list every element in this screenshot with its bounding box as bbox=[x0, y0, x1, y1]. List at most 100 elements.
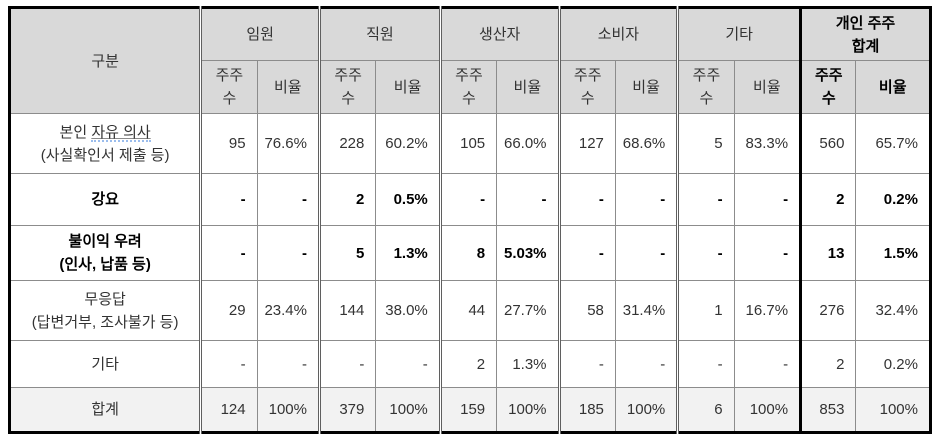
data-cell: 5.03% bbox=[496, 225, 560, 281]
data-cell: 100% bbox=[855, 387, 931, 433]
row-label-line: (사실확인서 제출 등) bbox=[15, 144, 195, 167]
data-cell: 0.2% bbox=[855, 340, 931, 388]
label-text: 불이익 우려 bbox=[68, 233, 142, 250]
data-cell: - bbox=[438, 173, 498, 226]
header-group-row: 구분 임원 직원 생산자 소비자 기타 개인 주주 합계 bbox=[8, 7, 931, 114]
data-cell: 66.0% bbox=[496, 113, 560, 174]
data-cell: - bbox=[676, 340, 735, 388]
data-cell: 127 bbox=[557, 113, 616, 174]
data-cell: - bbox=[733, 340, 802, 388]
data-cell: 100% bbox=[614, 387, 679, 433]
column-header-count: 주주 수 bbox=[557, 60, 616, 114]
column-header-ratio: 비율 bbox=[256, 60, 321, 114]
column-header-ratio: 비율 bbox=[855, 60, 931, 114]
data-cell: 144 bbox=[317, 280, 377, 341]
data-cell: 853 bbox=[799, 387, 857, 433]
row-label-line: 합계 bbox=[15, 398, 195, 421]
label-text: 합계 bbox=[91, 401, 119, 418]
data-cell: 6 bbox=[676, 387, 735, 433]
data-cell: - bbox=[557, 225, 616, 281]
label-text: 기타 bbox=[91, 355, 119, 373]
data-cell: 1.3% bbox=[496, 340, 560, 388]
data-cell: - bbox=[199, 173, 258, 226]
data-cell: 2 bbox=[799, 340, 857, 388]
table-row: 무응답 (답변거부, 조사불가 등) 29 23.4% 144 38.0% 44 27.7% 5… bbox=[8, 280, 931, 341]
data-cell: 95 bbox=[199, 113, 258, 174]
column-header-ratio: 비율 bbox=[375, 60, 441, 114]
label-text: 무응답 bbox=[84, 290, 126, 308]
data-cell: 65.7% bbox=[855, 113, 931, 174]
row-label: 불이익 우려 (인사, 납품 등) bbox=[8, 225, 202, 281]
data-cell: - bbox=[614, 225, 679, 281]
data-cell: 1.5% bbox=[855, 225, 931, 281]
column-header-count: 주주 수 bbox=[317, 60, 377, 114]
data-cell: 23.4% bbox=[256, 280, 321, 341]
data-cell: 100% bbox=[733, 387, 802, 433]
label-text: (답변거부, 조사불가 등) bbox=[31, 313, 179, 331]
column-header-category: 구분 bbox=[8, 7, 202, 114]
data-cell: - bbox=[375, 340, 441, 388]
table-row: 기타 - - - -2 1.3% - - - -2 0.2% bbox=[8, 340, 931, 388]
table-row: 불이익 우려 (인사, 납품 등) - -5 1.3% 8 5.03% - - - -13 1.5% bbox=[8, 225, 931, 281]
data-cell: 100% bbox=[375, 387, 441, 433]
column-header-ratio: 비율 bbox=[614, 60, 679, 114]
data-cell: 38.0% bbox=[375, 280, 441, 341]
table-header: 구분 임원 직원 생산자 소비자 기타 개인 주주 합계 주주 수 비율 주주 … bbox=[8, 7, 931, 114]
data-cell: 228 bbox=[317, 113, 377, 174]
data-cell: 560 bbox=[799, 113, 857, 174]
label-text: (사실확인서 제출 등) bbox=[40, 146, 170, 164]
row-label: 무응답 (답변거부, 조사불가 등) bbox=[8, 280, 202, 341]
data-cell: - bbox=[256, 225, 321, 281]
data-cell: 276 bbox=[799, 280, 857, 341]
column-group-individual-total: 개인 주주 합계 bbox=[799, 7, 931, 61]
shareholder-response-table: 구분 임원 직원 생산자 소비자 기타 개인 주주 합계 주주 수 비율 주주 … bbox=[8, 6, 932, 434]
data-cell: 0.5% bbox=[375, 173, 441, 226]
data-cell: - bbox=[557, 173, 616, 226]
data-cell: 124 bbox=[199, 387, 258, 433]
data-cell: 68.6% bbox=[614, 113, 679, 174]
row-label: 기타 bbox=[8, 340, 202, 388]
data-cell: 100% bbox=[256, 387, 321, 433]
column-header-count: 주주 수 bbox=[199, 60, 258, 114]
data-cell: 32.4% bbox=[855, 280, 931, 341]
row-label-line: 불이익 우려 bbox=[15, 230, 195, 253]
column-header-ratio: 비율 bbox=[733, 60, 802, 114]
data-cell: 44 bbox=[438, 280, 498, 341]
data-cell: 76.6% bbox=[256, 113, 321, 174]
data-cell: 1.3% bbox=[375, 225, 441, 281]
label-text: (인사, 납품 등) bbox=[59, 256, 151, 273]
data-cell: 2 bbox=[799, 173, 857, 226]
data-cell: 1 bbox=[676, 280, 735, 341]
data-cell: - bbox=[199, 340, 258, 388]
data-cell: 379 bbox=[317, 387, 377, 433]
data-cell: 159 bbox=[438, 387, 498, 433]
column-header-count: 주주 수 bbox=[799, 60, 857, 114]
row-label: 본인 자유 의사 (사실확인서 제출 등) bbox=[8, 113, 202, 174]
row-label-line: 본인 자유 의사 bbox=[15, 121, 195, 144]
data-cell: 105 bbox=[438, 113, 498, 174]
row-label-line: (답변거부, 조사불가 등) bbox=[15, 311, 195, 334]
row-label-line: (인사, 납품 등) bbox=[15, 253, 195, 276]
column-group-consumers: 소비자 bbox=[557, 7, 679, 61]
data-cell: - bbox=[557, 340, 616, 388]
column-header-ratio: 비율 bbox=[496, 60, 560, 114]
data-cell: - bbox=[614, 173, 679, 226]
column-group-others: 기타 bbox=[676, 7, 802, 61]
table-body: 본인 자유 의사 (사실확인서 제출 등) 95 76.6% 228 60.2% 105 66… bbox=[8, 113, 931, 433]
data-cell: - bbox=[733, 225, 802, 281]
data-cell: 8 bbox=[438, 225, 498, 281]
column-header-count: 주주 수 bbox=[676, 60, 735, 114]
table-row-total: 합계 124 100% 379 100% 159 100% 185 100% 6 100% 853 10… bbox=[8, 387, 931, 433]
row-label: 강요 bbox=[8, 173, 202, 226]
data-cell: 13 bbox=[799, 225, 857, 281]
data-cell: - bbox=[256, 340, 321, 388]
data-cell: 27.7% bbox=[496, 280, 560, 341]
column-group-employees: 직원 bbox=[318, 7, 441, 61]
data-cell: - bbox=[317, 340, 377, 388]
data-cell: 2 bbox=[317, 173, 377, 226]
column-group-producers: 생산자 bbox=[438, 7, 560, 61]
data-cell: 58 bbox=[557, 280, 616, 341]
table-row: 본인 자유 의사 (사실확인서 제출 등) 95 76.6% 228 60.2% 105 66… bbox=[8, 113, 931, 174]
data-cell: - bbox=[614, 340, 679, 388]
row-label-line: 강요 bbox=[15, 188, 195, 211]
